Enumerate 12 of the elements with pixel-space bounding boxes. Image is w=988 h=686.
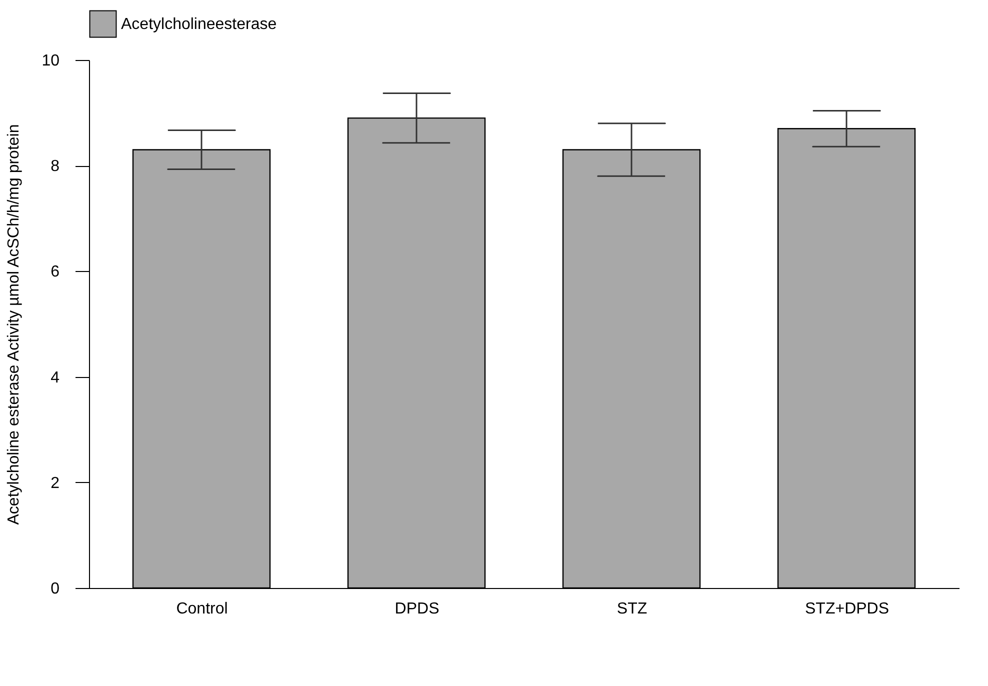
y-tick-label: 10 [42, 52, 60, 70]
y-tick-label: 6 [50, 264, 60, 281]
y-tick-label: 2 [50, 474, 60, 492]
x-tick-label: DPDS [394, 600, 440, 618]
x-tick-label: STZ+DPDS [804, 600, 890, 618]
y-tick-label: 4 [50, 369, 60, 386]
y-tick-label: 0 [50, 580, 60, 598]
legend-label: Acetylcholineesterase [121, 16, 277, 33]
y-axis-title: Acetylcholine esterase Activity µmol AcSCh/h/mg protein [6, 124, 23, 525]
x-tick-label: Control [176, 600, 228, 618]
y-tick-label: 8 [50, 158, 60, 176]
x-tick-label: STZ [616, 600, 648, 618]
